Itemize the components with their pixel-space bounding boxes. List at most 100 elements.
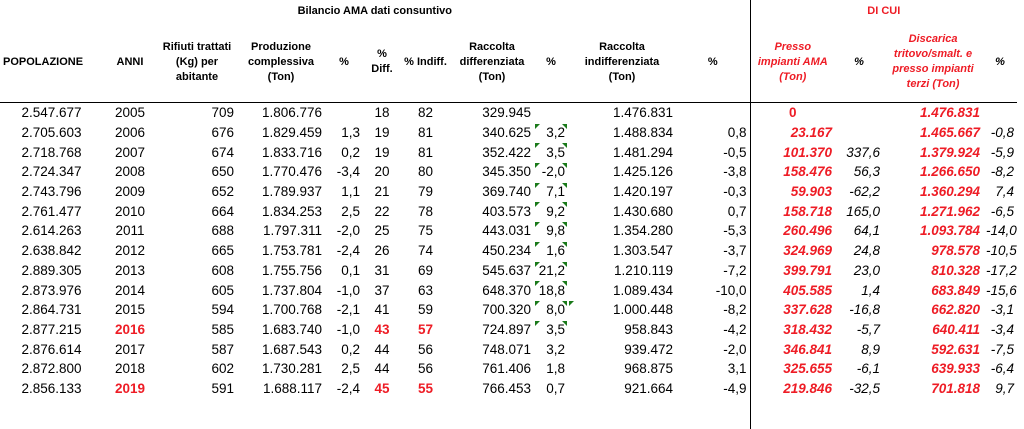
di-cui-divider	[750, 0, 751, 429]
cell-anno: 2018	[114, 361, 146, 377]
cell-pct-produzione: -2,1	[336, 302, 360, 318]
cell-pct-discarica: -5,9	[990, 144, 1015, 160]
cell-raccolta-diff: 340.625	[482, 125, 531, 141]
col-raccolta-diff: Raccolta differenziata (Ton)	[450, 22, 534, 103]
cell-discarica: 683.849	[931, 282, 981, 298]
cell-pct-produzione: 0,2	[341, 144, 360, 160]
cell-discarica: 810.328	[931, 262, 981, 278]
cell-anno: 2009	[114, 184, 146, 200]
cell-pct-ri: 0,7	[727, 203, 747, 219]
cell-rifiuti: 650	[211, 164, 234, 180]
cell-raccolta-diff: 403.573	[482, 203, 531, 219]
cell-pct-diff: 21	[374, 184, 390, 200]
cell-raccolta-indiff: 939.472	[624, 341, 673, 357]
cell-pct-ama: 337,6	[846, 144, 881, 160]
cell-pct-ama	[835, 103, 883, 123]
cell-pct-ri: -4,9	[723, 380, 747, 396]
cell-pct-discarica: -3,1	[990, 302, 1015, 318]
cell-anno: 2013	[114, 262, 146, 278]
col-pct-rd: %	[534, 22, 568, 103]
cell-rifiuti: 664	[211, 203, 234, 219]
cell-pct-ama: -62,2	[849, 184, 881, 200]
col-pct-ama: %	[835, 22, 884, 103]
cell-pct-ri: -0,3	[723, 184, 747, 200]
cell-pct-rd: 9,2	[534, 201, 568, 221]
cell-presso-ama: 325.655	[749, 358, 836, 379]
cell-raccolta-indiff: 1.425.126	[612, 164, 673, 180]
cell-pct-produzione: -2,0	[336, 223, 360, 239]
cell-anno: 2006	[114, 125, 146, 141]
cell-rifiuti: 608	[211, 262, 234, 278]
cell-anno: 2016	[114, 321, 146, 337]
cell-pct-indiff: 69	[417, 262, 434, 278]
cell-produzione: 1.770.476	[261, 164, 322, 180]
cell-pct-diff: 19	[374, 125, 390, 141]
cell-anno: 2008	[114, 164, 146, 180]
cell-pct-rd	[534, 103, 568, 123]
cell-produzione: 1.834.253	[261, 203, 322, 219]
cell-rifiuti: 652	[211, 184, 234, 200]
cell-presso-ama: 346.841	[749, 339, 836, 359]
cell-pct-discarica: -6,4	[990, 361, 1015, 377]
cell-pct-ri: -0,5	[723, 144, 747, 160]
cell-pct-ama: -32,5	[849, 380, 881, 396]
table-row: 2.877.215 2016 585 1.683.740 -1,0 43 57 724.897…	[0, 319, 1017, 340]
col-discarica: Discarica tritovo/smalt. e presso impian…	[883, 22, 984, 103]
cell-raccolta-indiff: 1.430.680	[612, 203, 673, 219]
cell-popolazione: 2.638.842	[21, 243, 82, 259]
col-presso-ama: Presso impianti AMA (Ton)	[749, 22, 836, 103]
table-body: 2.547.677 2005 709 1.806.776 18 82 329.945 1.47…	[0, 102, 1017, 399]
cell-discarica: 1.271.962	[919, 203, 981, 219]
cell-pct-produzione: 0,1	[341, 262, 360, 278]
cell-pct-diff: 43	[374, 321, 390, 337]
cell-raccolta-indiff: 921.664	[624, 380, 673, 396]
cell-discarica: 1.266.650	[919, 164, 981, 180]
cell-pct-ama: 165,0	[846, 203, 881, 219]
cell-pct-discarica: -14,0	[986, 223, 1017, 239]
col-pct-indiff: % Indiff.	[401, 22, 450, 103]
table-row: 2.873.976 2014 605 1.737.804 -1,0 37 63 648.370…	[0, 280, 1017, 300]
col-rifiuti: Rifiuti trattati (Kg) per abitante	[157, 22, 237, 103]
cell-anno: 2007	[114, 144, 146, 160]
col-raccolta-indiff: Raccolta indifferenziata (Ton)	[568, 22, 676, 103]
table-row: 2.724.347 2008 650 1.770.476 -3,4 20 80 345.350…	[0, 162, 1017, 182]
cell-pct-ama	[835, 123, 883, 143]
cell-pct-rd: 3,5	[534, 320, 568, 340]
cell-pct-rd: 1,8	[546, 361, 565, 377]
cell-pct-rd: -2,0	[534, 162, 568, 182]
cell-raccolta-diff: 352.422	[482, 144, 531, 160]
cell-raccolta-diff: 766.453	[482, 380, 531, 396]
cell-pct-discarica: 7,4	[995, 184, 1015, 200]
cell-pct-discarica: 9,7	[995, 380, 1015, 396]
cell-produzione: 1.833.716	[261, 144, 322, 160]
section-title: Bilancio AMA dati consuntivo	[297, 5, 452, 17]
cell-pct-rd: 0,7	[546, 380, 565, 396]
cell-pct-rd: 21,2	[534, 261, 568, 281]
cell-pct-diff: 44	[374, 361, 390, 377]
cell-pct-ri: -8,2	[723, 302, 747, 318]
cell-pct-indiff: 59	[417, 302, 434, 318]
cell-pct-produzione: -1,0	[336, 321, 360, 337]
cell-popolazione: 2.856.133	[21, 380, 82, 396]
table-row: 2.876.614 2017 587 1.687.543 0,2 44 56 748.071 3…	[0, 339, 1017, 359]
cell-pct-diff: 18	[374, 105, 390, 121]
cell-anno: 2014	[114, 282, 146, 298]
cell-pct-ri: -2,0	[723, 341, 747, 357]
cell-pct-indiff: 75	[417, 223, 434, 239]
table-row: 2.872.800 2018 602 1.730.281 2,5 44 56 761.406 1…	[0, 358, 1017, 379]
cell-produzione: 1.797.311	[262, 223, 322, 239]
cell-discarica: 701.818	[931, 380, 981, 396]
cell-produzione: 1.700.768	[261, 302, 322, 318]
cell-anno: 2011	[115, 223, 145, 239]
cell-popolazione: 2.614.263	[21, 223, 82, 239]
cell-pct-ama: 1,4	[861, 282, 881, 298]
cell-rifiuti: 602	[211, 361, 234, 377]
cell-popolazione: 2.705.603	[21, 125, 82, 141]
cell-discarica: 662.820	[931, 302, 981, 318]
cell-produzione: 1.737.804	[261, 282, 322, 298]
cell-pct-rd: 3,5	[534, 142, 568, 162]
cell-pct-discarica: -10,5	[986, 243, 1017, 259]
cell-presso-ama: 0	[749, 102, 836, 123]
cell-raccolta-indiff: 1.354.280	[612, 223, 673, 239]
cell-pct-ama: 56,3	[853, 164, 881, 180]
